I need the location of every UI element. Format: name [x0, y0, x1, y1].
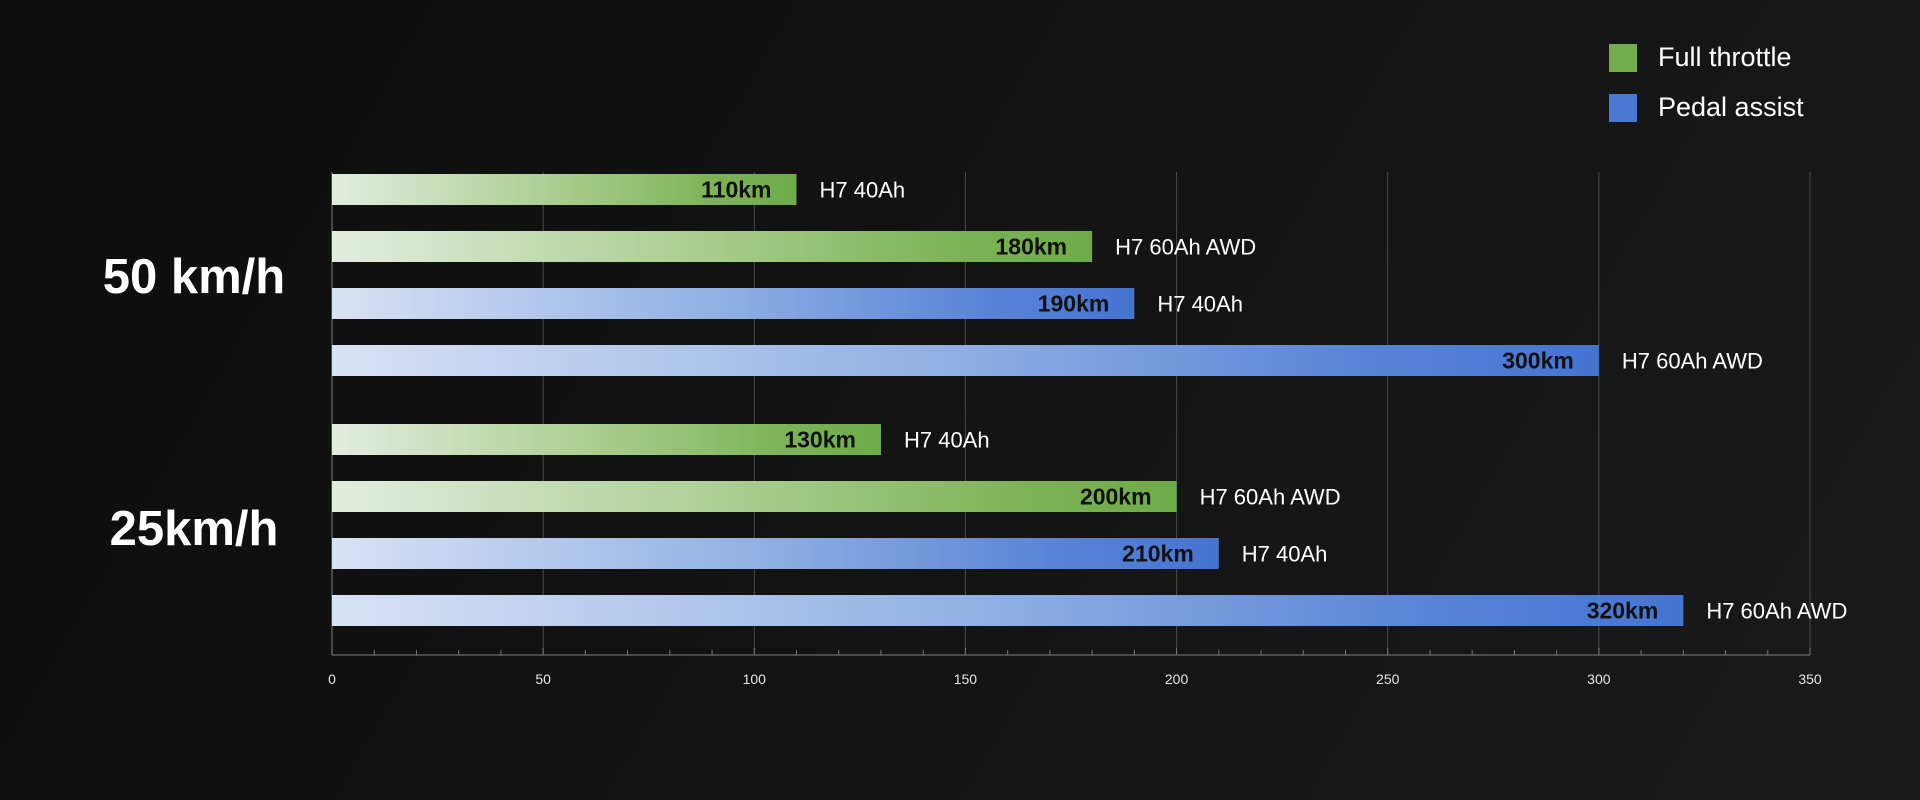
x-tick-label: 0 — [328, 671, 336, 687]
group-labels: 50 km/h 25km/h — [103, 250, 285, 556]
x-tick-label: 100 — [743, 671, 767, 687]
group-label: 25km/h — [110, 502, 279, 556]
bar-model-label: H7 60Ah AWD — [1200, 485, 1341, 510]
x-tick-label: 350 — [1798, 671, 1822, 687]
bar-model-label: H7 40Ah — [820, 178, 906, 203]
bar — [332, 481, 1177, 512]
bar-value-label: 210km — [1122, 541, 1194, 567]
legend: Full throttle Pedal assist — [1609, 42, 1804, 122]
legend-label: Full throttle — [1658, 42, 1792, 72]
x-tick-label: 50 — [535, 671, 551, 687]
x-tick-label: 300 — [1587, 671, 1611, 687]
bar — [332, 424, 881, 455]
group-label: 50 km/h — [103, 250, 285, 304]
bar-model-label: H7 40Ah — [1157, 292, 1243, 317]
bar-model-label: H7 60Ah AWD — [1115, 235, 1256, 260]
bar-model-label: H7 40Ah — [904, 428, 990, 453]
x-tick-label: 150 — [954, 671, 978, 687]
x-axis: 0 50 100 150 200 250 300 350 — [328, 172, 1822, 687]
bar — [332, 345, 1599, 376]
bar-model-label: H7 60Ah AWD — [1622, 349, 1763, 374]
bar-value-label: 180km — [995, 234, 1067, 260]
legend-label: Pedal assist — [1658, 92, 1804, 122]
bar — [332, 538, 1219, 569]
bar-model-label: H7 40Ah — [1242, 542, 1328, 567]
legend-swatch — [1609, 94, 1637, 122]
bar-value-label: 200km — [1080, 484, 1152, 510]
x-tick-label: 200 — [1165, 671, 1189, 687]
bar-value-label: 190km — [1038, 291, 1110, 317]
legend-swatch — [1609, 44, 1637, 72]
x-tick-label: 250 — [1376, 671, 1400, 687]
bar — [332, 288, 1135, 319]
labels: 110km H7 40Ah 180km H7 60Ah AWD 190km H7 40Ah… — [701, 177, 1847, 624]
bar-value-label: 110km — [701, 177, 771, 203]
bar — [332, 595, 1684, 626]
bar-model-label: H7 60Ah AWD — [1706, 599, 1847, 624]
bars — [332, 174, 1684, 626]
bar-value-label: 130km — [784, 427, 856, 453]
bar-value-label: 300km — [1502, 348, 1574, 374]
bar — [332, 231, 1093, 262]
bar — [332, 174, 797, 205]
bar-value-label: 320km — [1587, 598, 1659, 624]
